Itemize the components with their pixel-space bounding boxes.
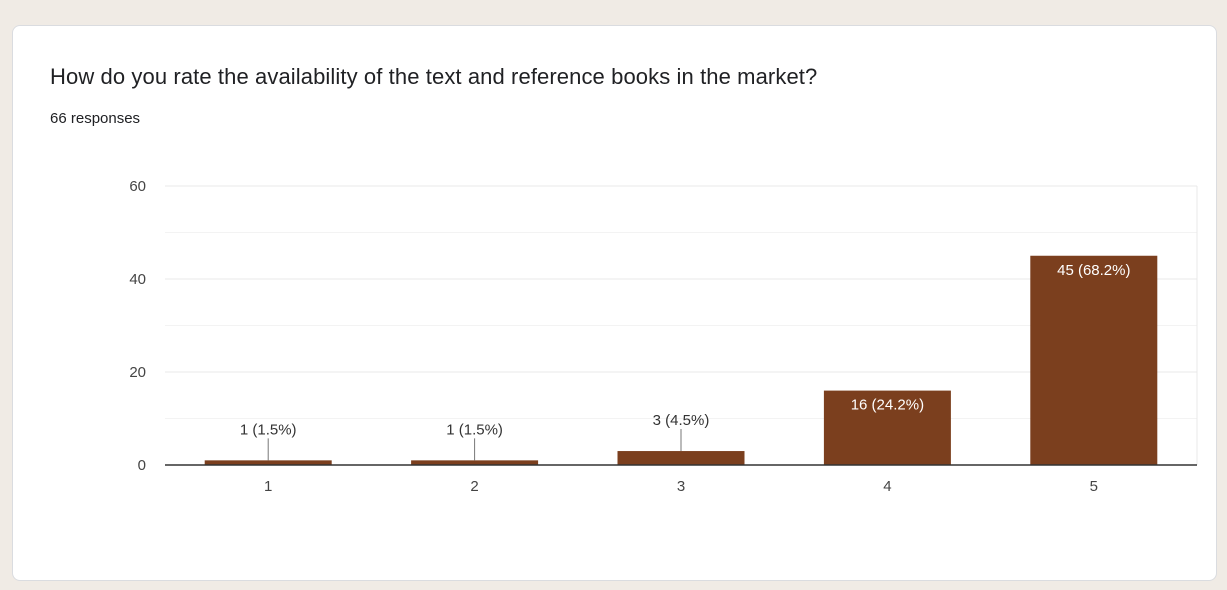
bar [617, 451, 745, 465]
y-tick-label: 20 [129, 364, 146, 381]
bar [1030, 255, 1158, 465]
x-tick-label: 4 [883, 478, 891, 495]
y-tick-label: 40 [129, 271, 146, 288]
question-card: How do you rate the availability of the … [12, 25, 1217, 581]
data-label: 1 (1.5%) [240, 421, 297, 438]
bar [411, 460, 539, 465]
data-labels: 1 (1.5%) 1 (1.5%) 3 (4.5%) 16 (24.2%) 45 (68… [240, 262, 1130, 461]
bar [204, 460, 332, 465]
y-tick-label: 60 [129, 178, 146, 195]
grid-lines [165, 185, 1198, 465]
question-title: How do you rate the availability of the … [50, 64, 818, 89]
data-label: 3 (4.5%) [653, 412, 710, 429]
data-label: 1 (1.5%) [446, 421, 503, 438]
bar [823, 390, 951, 465]
x-axis-ticks: 1 2 3 4 5 [264, 478, 1098, 495]
x-tick-label: 2 [470, 478, 478, 495]
x-tick-label: 5 [1090, 478, 1098, 495]
response-count: 66 responses [50, 110, 141, 127]
x-tick-label: 3 [677, 478, 685, 495]
x-tick-label: 1 [264, 478, 272, 495]
bars [204, 255, 1158, 465]
data-label: 16 (24.2%) [851, 397, 924, 414]
y-axis-ticks: 0 20 40 60 [129, 178, 146, 474]
data-label: 45 (68.2%) [1057, 262, 1130, 279]
y-tick-label: 0 [138, 457, 146, 474]
